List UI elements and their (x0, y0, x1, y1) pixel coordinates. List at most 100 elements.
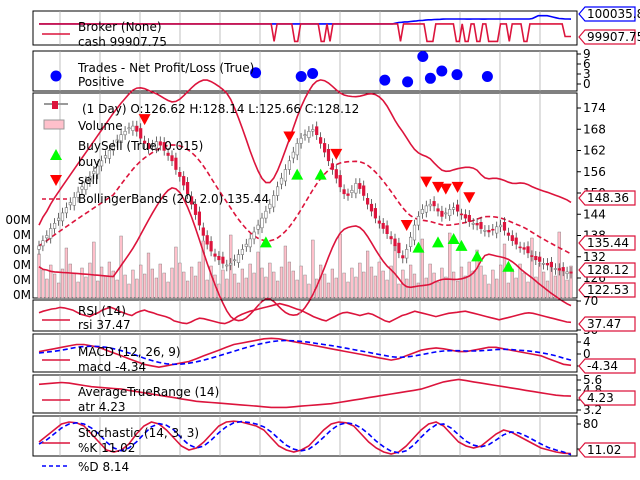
candle-body (248, 238, 252, 248)
candle-body (514, 237, 518, 245)
volume-bar (256, 251, 260, 299)
candle-body (72, 197, 76, 206)
candle-body (350, 190, 354, 194)
volume-bar (436, 281, 440, 299)
volume-bar (88, 262, 92, 299)
buy-marker (447, 232, 460, 244)
volume-bars (37, 231, 573, 299)
candle-body (49, 228, 53, 239)
volume-bar (84, 276, 88, 299)
candle-body (146, 143, 151, 149)
volume-bar (295, 279, 299, 299)
candle-body (307, 131, 311, 138)
candle-body (41, 240, 45, 247)
volume-bar (248, 263, 252, 299)
candle-body (408, 236, 413, 247)
candle-body (111, 144, 115, 151)
sell-legend-marker (50, 175, 62, 186)
macd-panel-frame (32, 333, 578, 373)
value-tag-box (578, 262, 636, 278)
buy-marker (455, 239, 468, 251)
candle-body (506, 232, 511, 236)
volume-bar (303, 274, 307, 299)
volume-bar (346, 281, 350, 299)
candle-body (318, 137, 323, 144)
volume-bar (158, 263, 162, 299)
y-tick-label: 162 (583, 144, 606, 158)
volume-bar (99, 266, 104, 299)
candle-body (381, 223, 385, 229)
candle-body (52, 223, 57, 229)
volume-bar (170, 267, 174, 299)
candle-body (424, 205, 428, 213)
atr-grid (59, 375, 541, 413)
volume-bar (409, 264, 413, 299)
value-tag-box (578, 282, 636, 298)
volume-bar (276, 280, 280, 299)
value-tag-box (578, 358, 636, 374)
volume-bar (236, 282, 241, 299)
volume-bar (424, 277, 428, 299)
volume-tick-label: 0M (13, 273, 31, 287)
rsi-line (38, 302, 572, 325)
candle-body (530, 255, 534, 257)
volume-bar (260, 267, 264, 299)
candle-body (463, 214, 468, 219)
candle-body (170, 155, 174, 162)
candle-body (84, 181, 88, 190)
value-tag-text: 100035.85 (587, 7, 640, 21)
volume-bar (264, 276, 268, 299)
candle-body (440, 210, 444, 217)
volume-bar (111, 270, 115, 299)
candle-body (475, 223, 479, 226)
candle-body (420, 209, 425, 214)
candle-body (279, 177, 284, 185)
candle-body (143, 140, 147, 144)
candle-body (557, 268, 561, 271)
candle-body (209, 241, 213, 252)
volume-legend-label: Volume (78, 119, 123, 133)
volume-bar (72, 272, 76, 299)
atr-panel: 5.64.84.03.2 AverageTrueRange (14) atr 4… (32, 373, 636, 417)
volume-bar (221, 269, 225, 299)
volume-bar (420, 238, 424, 299)
volume-bar (76, 281, 80, 299)
volume-bar (416, 282, 420, 299)
value-tag-box (578, 235, 636, 251)
trades-legend-title: Trades - Net Profit/Loss (True) (77, 61, 254, 75)
candle-body (522, 247, 526, 250)
candle-body (260, 217, 264, 229)
volume-bar (510, 268, 514, 299)
rsi-legend-title: RSI (14) (78, 304, 126, 318)
volume-bar (405, 278, 409, 299)
volume-bar (326, 282, 331, 299)
candle-legend-label: (1 Day) O:126.62 H:128.14 L:125.66 C:128… (82, 102, 359, 116)
value-tag-text: 4.23 (587, 391, 614, 405)
volume-bar (369, 266, 374, 299)
volume-bar (174, 246, 178, 299)
volume-bar (68, 263, 72, 299)
candle-body (358, 183, 362, 189)
candle-body (166, 152, 170, 156)
candle-body (303, 134, 307, 136)
rsi-grid (59, 300, 541, 331)
volume-bar (240, 268, 244, 299)
volume-bar (330, 268, 334, 299)
atr-line (38, 378, 572, 409)
volume-bar (553, 275, 557, 299)
candle-body (240, 249, 245, 255)
price-panel: 174168162156150144138132126 00M0M0M0M0M0… (5, 79, 636, 322)
candle-body (338, 175, 342, 188)
volume-bar (268, 262, 272, 299)
volume-bar (127, 283, 131, 299)
candle-body (150, 144, 155, 147)
buy-marker (314, 168, 327, 180)
price-tags: 148.36 135.44 128.12 122.53 (578, 190, 636, 298)
price-legend: (1 Day) O:126.62 H:128.14 L:125.66 C:128… (42, 101, 359, 206)
volume-bar (49, 264, 53, 299)
candle-body (459, 213, 464, 216)
y-tick-label: 144 (583, 207, 606, 221)
volume-bar (107, 261, 111, 299)
volume-bar (377, 261, 381, 299)
